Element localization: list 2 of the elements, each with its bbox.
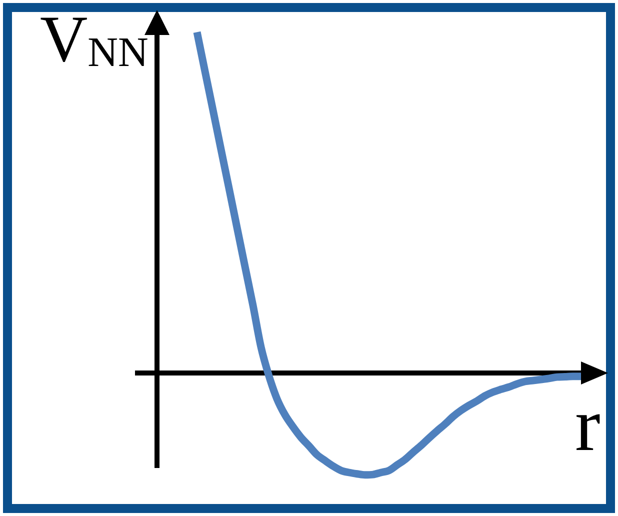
x-axis-title: r: [575, 383, 600, 467]
y-axis-title: V$_{NN}$: [40, 3, 148, 76]
